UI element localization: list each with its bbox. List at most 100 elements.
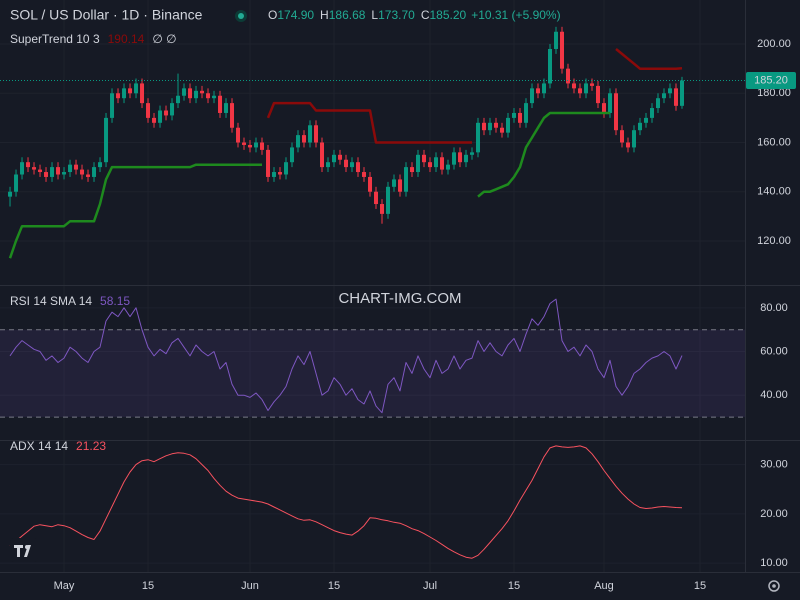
- candle-body: [338, 154, 343, 160]
- candle-body: [182, 88, 187, 96]
- symbol-title: SOL / US Dollar · 1D · Binance: [10, 7, 203, 23]
- supertrend-down: [266, 48, 683, 144]
- settings-icon[interactable]: [768, 580, 780, 592]
- rsi-band-fill: [0, 329, 745, 418]
- candle-body: [296, 135, 301, 148]
- x-tick-label: 15: [142, 580, 154, 592]
- y-tick-label: 200.00: [757, 38, 791, 50]
- legend-part: 58.15: [100, 294, 130, 308]
- candle-body: [572, 83, 577, 89]
- ohlc-value: 173.70: [378, 8, 415, 22]
- candle-body: [410, 167, 415, 173]
- candle-body: [284, 162, 289, 175]
- candle-body: [512, 112, 517, 118]
- candle-body: [236, 127, 241, 143]
- candle-body: [140, 83, 145, 104]
- candle-body: [134, 83, 139, 94]
- candle-body: [626, 142, 631, 148]
- candle-body: [674, 88, 679, 106]
- indicator-line: [9, 445, 683, 559]
- candle-body: [164, 110, 169, 116]
- gear[interactable]: [768, 580, 780, 592]
- candle-body: [584, 83, 589, 94]
- x-tick-label: 15: [328, 580, 340, 592]
- adx-legend: ADX 14 14 21.23: [10, 439, 106, 453]
- candle-body: [170, 103, 175, 116]
- status-dot: [238, 13, 244, 19]
- rsi-legend: RSI 14 SMA 14 58.15: [10, 294, 130, 308]
- candle-body: [98, 162, 103, 168]
- candle-body: [230, 103, 235, 128]
- candle-body: [524, 103, 529, 123]
- candle-body: [194, 90, 199, 99]
- x-tick-label: 15: [694, 580, 706, 592]
- candle-body: [566, 68, 571, 84]
- candle-body: [548, 48, 553, 84]
- indicator-line: [9, 298, 683, 414]
- y-tick-label: 160.00: [757, 136, 791, 148]
- candle-body: [596, 85, 601, 104]
- candle-body: [650, 108, 655, 118]
- watermark: CHART-IMG.COM: [338, 290, 461, 307]
- candle-body: [242, 142, 247, 145]
- candle-body: [440, 157, 445, 170]
- candle-body: [428, 162, 433, 168]
- candle-body: [530, 88, 535, 104]
- candle-body: [560, 31, 565, 69]
- x-tick-label: Aug: [594, 580, 614, 592]
- candle-body: [104, 117, 109, 163]
- candle-body: [314, 125, 319, 143]
- candle-body: [218, 95, 223, 113]
- candle-body: [422, 154, 427, 163]
- candle-body: [464, 154, 469, 163]
- candle-body: [434, 157, 439, 168]
- candle-body: [404, 167, 409, 192]
- candle-body: [290, 147, 295, 163]
- logo: [10, 538, 38, 562]
- candle-body: [26, 162, 31, 168]
- candle-body: [14, 174, 19, 192]
- legend-part: 190.14: [108, 32, 145, 46]
- candle-body: [32, 167, 37, 170]
- logo-bg: [10, 538, 38, 562]
- candle-body: [278, 172, 283, 175]
- candle-body: [368, 176, 373, 192]
- ohlc-key: O: [268, 8, 277, 22]
- candle-body: [56, 167, 61, 175]
- candle-body: [320, 142, 325, 168]
- candle-body: [158, 110, 163, 123]
- candle-body: [62, 172, 67, 175]
- candle-body: [500, 127, 505, 133]
- supertrend-legend: SuperTrend 10 3 190.14 ∅ ∅: [10, 32, 177, 46]
- candle-body: [302, 135, 307, 143]
- candle-body: [152, 117, 157, 123]
- ohlc-key: L: [371, 8, 378, 22]
- candle-body: [344, 159, 349, 168]
- x-tick-label: 15: [508, 580, 520, 592]
- y-tick-label: 30.00: [760, 459, 788, 471]
- legend-part: SuperTrend 10 3: [10, 32, 100, 46]
- candle-body: [614, 93, 619, 131]
- y-tick-label: 40.00: [760, 389, 788, 401]
- candle-body: [128, 88, 133, 94]
- candle-body: [206, 93, 211, 99]
- candle-body: [68, 164, 73, 173]
- candle-body: [38, 169, 43, 173]
- y-tick-label: 180.00: [757, 87, 791, 99]
- ohlc-value: 174.90: [277, 8, 314, 22]
- ohlc-value: 185.20: [429, 8, 466, 22]
- candle-body: [608, 93, 613, 113]
- candle-body: [392, 179, 397, 187]
- x-tick-label: May: [54, 580, 75, 592]
- candle-body: [398, 179, 403, 192]
- candle-body: [20, 162, 25, 175]
- candle-body: [668, 88, 673, 94]
- candle-body: [92, 167, 97, 177]
- candle-body: [272, 172, 277, 177]
- candle-body: [416, 154, 421, 173]
- candle-body: [350, 162, 355, 168]
- legend-part: 21.23: [76, 439, 106, 453]
- candle-body: [644, 117, 649, 123]
- candle-body: [590, 83, 595, 86]
